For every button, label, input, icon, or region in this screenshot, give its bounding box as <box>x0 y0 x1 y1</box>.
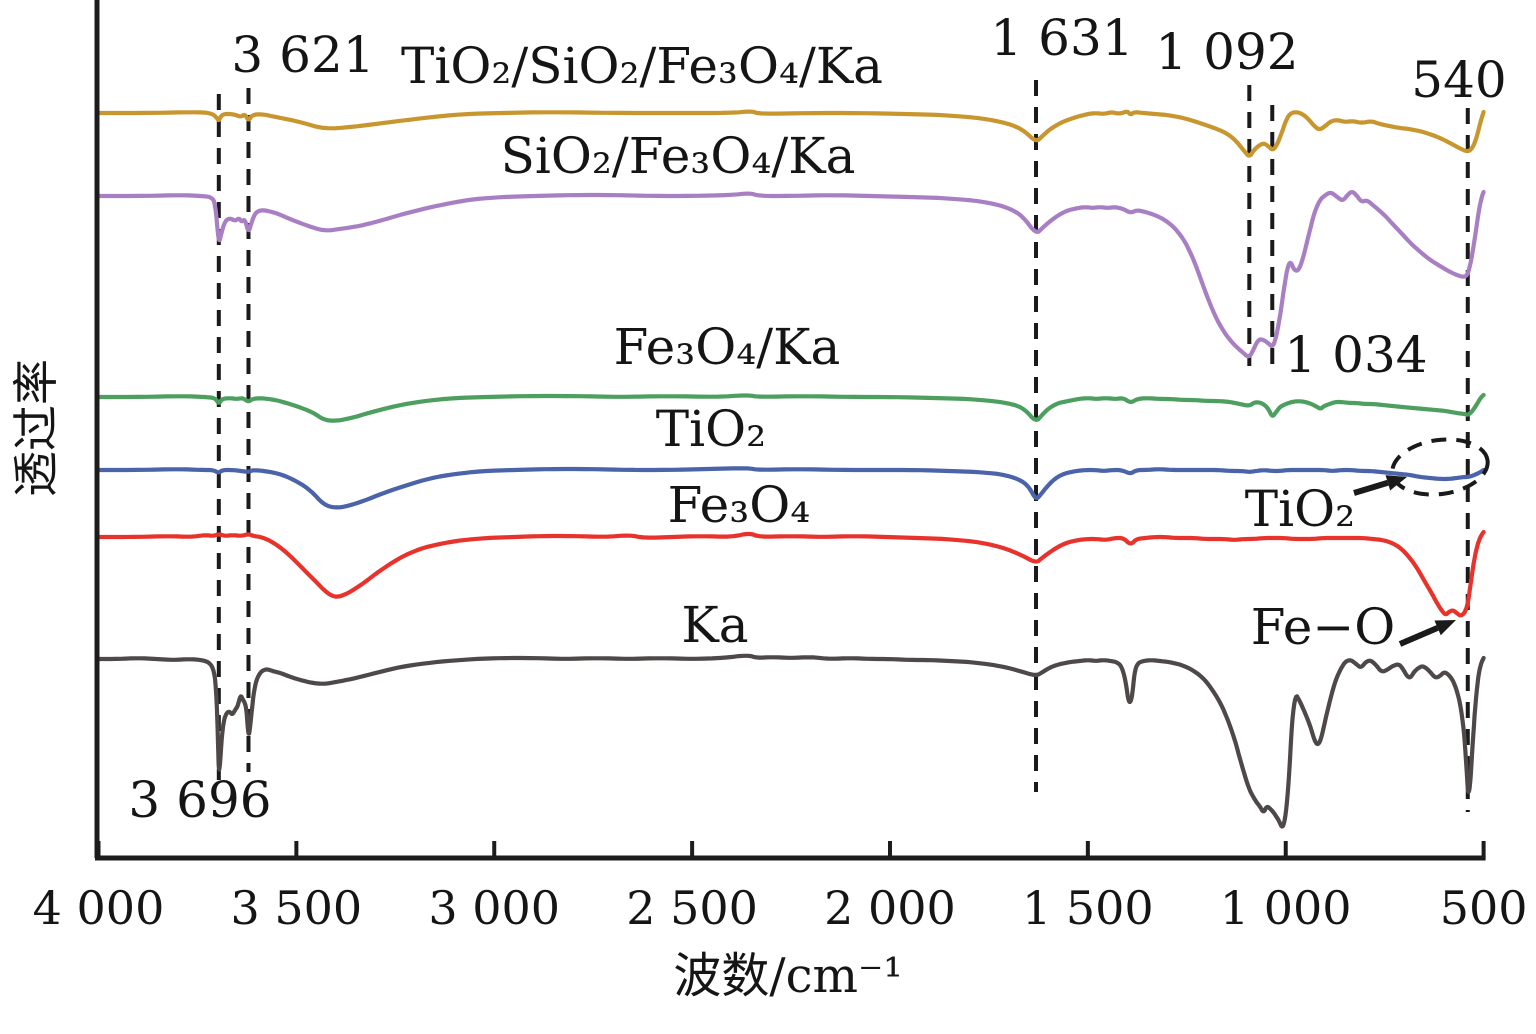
peak-label-1631: 1 631 <box>990 9 1134 67</box>
tio2-arrow-head <box>1385 475 1407 491</box>
peak-label-1092: 1 092 <box>1155 23 1299 81</box>
series-label-SiO2/Fe3O4/Ka: SiO₂/Fe₃O₄/Ka <box>500 127 856 185</box>
peak-label-1034: 1 034 <box>1284 326 1428 384</box>
feo-arrow-line <box>1398 625 1439 647</box>
x-axis-title: 波数/cm⁻¹ <box>673 948 903 1004</box>
x-tick-label-1000: 1 000 <box>1219 881 1352 935</box>
series-curve-Fe3O4/Ka <box>96 392 1486 423</box>
peak-label-3696: 3 696 <box>128 771 272 829</box>
peak-label-540: 540 <box>1411 51 1507 109</box>
series-curve-Ka <box>96 653 1486 829</box>
x-tick-label-2000: 2 000 <box>824 881 956 935</box>
series-label-Ka: Ka <box>681 596 749 654</box>
series-curve-TiO2/SiO2/Fe3O4/Ka <box>96 109 1486 158</box>
series-curve-TiO2 <box>96 466 1486 510</box>
x-tick-label-1500: 1 500 <box>1021 881 1154 935</box>
feo-arrow-head <box>1434 620 1456 636</box>
series-label-Fe3O4/Ka: Fe₃O₄/Ka <box>613 318 841 376</box>
x-tick-label-3500: 3 500 <box>230 881 363 935</box>
feo-annotation-label: Fe−O <box>1250 598 1396 656</box>
series-label-TiO2: TiO₂ <box>655 400 767 458</box>
tio2-arrow-line <box>1353 479 1389 496</box>
series-curve-Fe3O4 <box>96 529 1486 618</box>
tio2-highlight-ellipse <box>1390 437 1490 497</box>
peak-label-3621: 3 621 <box>231 26 375 84</box>
x-tick-label-3000: 3 000 <box>428 881 561 935</box>
series-curve-SiO2/Fe3O4/Ka <box>96 189 1486 359</box>
series-label-Fe3O4: Fe₃O₄ <box>667 476 811 534</box>
x-tick-label-2500: 2 500 <box>626 881 758 935</box>
tio2-annotation-label: TiO₂ <box>1244 480 1356 538</box>
y-axis-title: 透过率 <box>9 359 63 497</box>
x-tick-label-4000: 4 000 <box>32 881 165 935</box>
x-tick-label-500: 500 <box>1439 881 1528 935</box>
series-label-TiO2/SiO2/Fe3O4/Ka: TiO₂/SiO₂/Fe₃O₄/Ka <box>401 37 883 95</box>
